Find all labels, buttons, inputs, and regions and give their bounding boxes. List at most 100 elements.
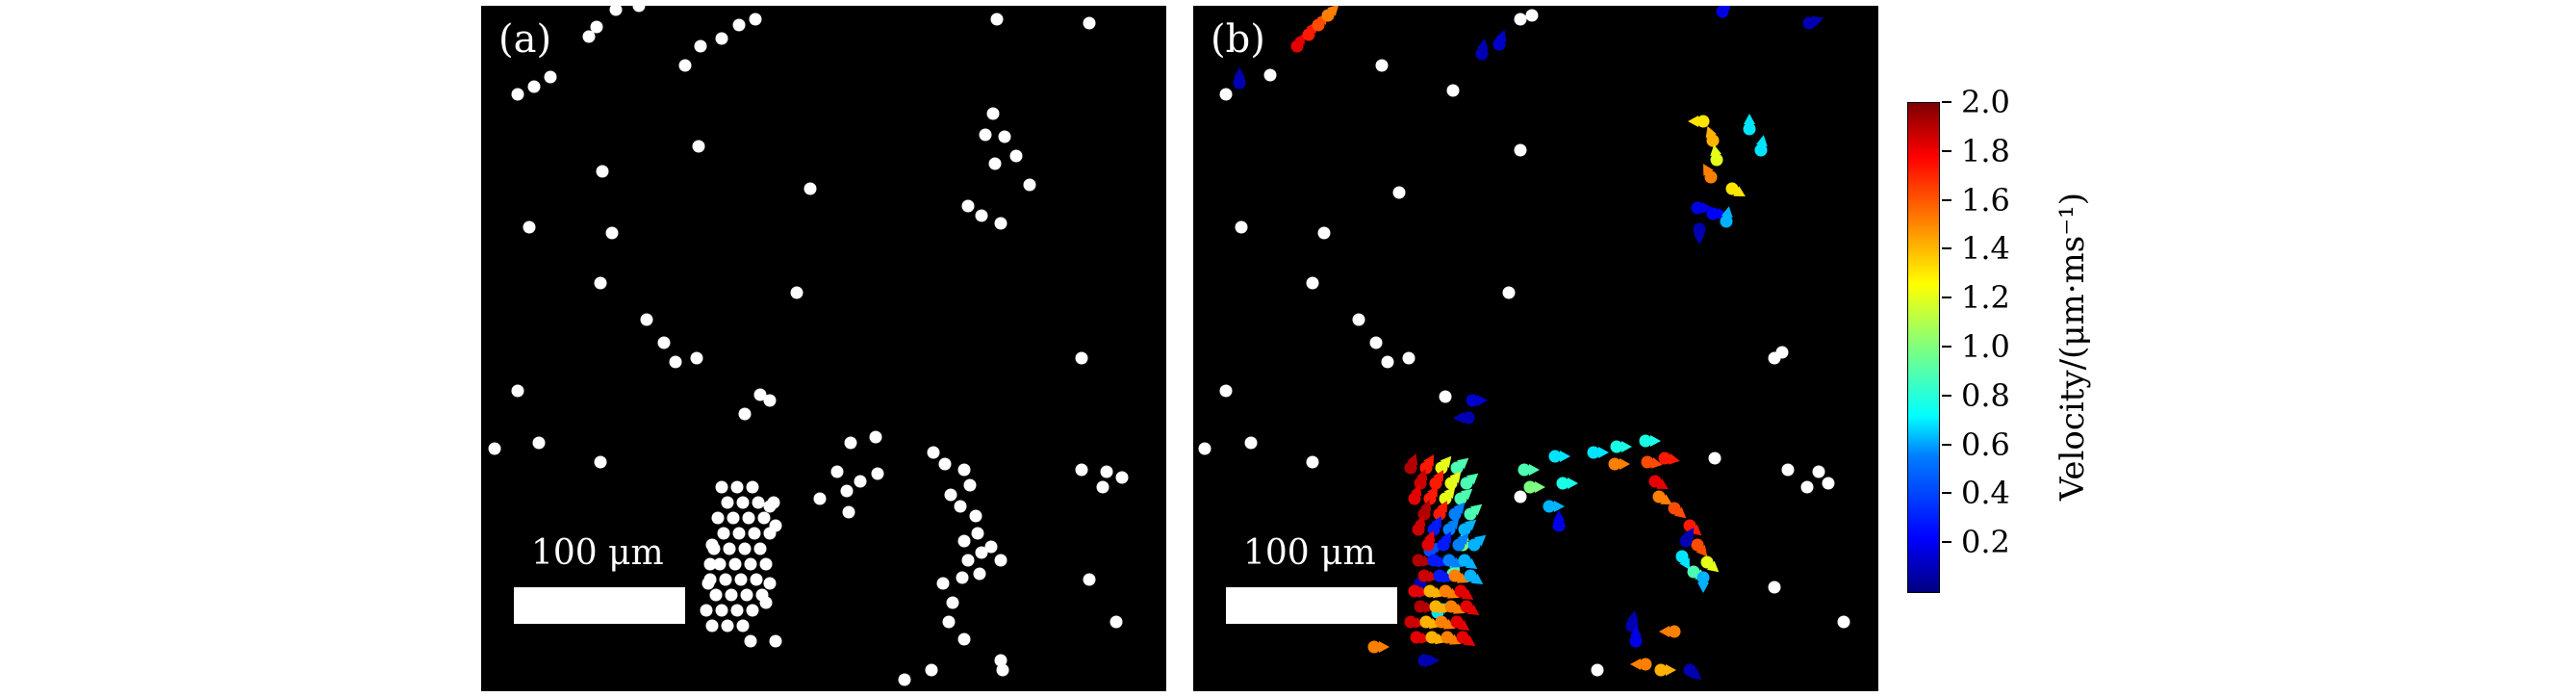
particle	[979, 128, 992, 142]
particle	[898, 673, 911, 686]
colorbar-tick-label: 0.4	[1961, 475, 2010, 512]
tracked-particle	[1556, 477, 1569, 490]
tracked-particle	[1417, 507, 1431, 521]
velocity-arrow	[1679, 557, 1690, 570]
particle	[1075, 463, 1088, 477]
particle	[523, 220, 536, 234]
velocity-arrow	[1423, 454, 1434, 467]
tracked-particle	[1414, 477, 1427, 490]
particle	[1263, 68, 1277, 82]
particle	[759, 557, 773, 571]
particle	[1402, 351, 1416, 365]
tracked-particle	[1464, 569, 1477, 582]
particle	[994, 554, 1007, 567]
particle	[1083, 573, 1096, 586]
panel-b-image: (b) 100 μm	[1193, 6, 1878, 691]
particle	[1369, 336, 1383, 349]
tracked-particle	[1423, 492, 1437, 505]
tracked-particle	[1437, 538, 1450, 552]
particle	[1514, 143, 1527, 157]
colorbar-tick-mark	[1942, 101, 1951, 103]
velocity-arrow	[1744, 114, 1755, 124]
particle	[723, 542, 736, 555]
tracked-particle	[1419, 461, 1433, 475]
particle	[963, 478, 977, 492]
particle	[738, 542, 752, 555]
tracked-particle	[1417, 569, 1431, 582]
velocity-arrow	[1466, 473, 1479, 485]
particle	[711, 511, 725, 525]
velocity-arrow	[1461, 588, 1474, 600]
particle	[954, 500, 967, 513]
particle	[769, 634, 782, 648]
tracked-particle	[1450, 461, 1464, 475]
tracked-particle	[1462, 411, 1475, 425]
particle	[946, 596, 959, 609]
particle	[703, 557, 717, 571]
colorbar-tick-mark	[1942, 198, 1951, 201]
colorbar-tick-mark	[1942, 394, 1951, 397]
particle	[840, 484, 854, 498]
colorbar-tick-mark	[1942, 297, 1951, 299]
particle	[842, 505, 855, 519]
particle	[746, 604, 759, 617]
velocity-arrow	[1673, 506, 1687, 519]
particle	[753, 388, 767, 401]
velocity-arrow	[1441, 531, 1451, 544]
velocity-arrow	[1706, 560, 1720, 573]
particle	[990, 13, 1004, 26]
panel-a-label: (a)	[498, 17, 552, 62]
tracked-particle	[1435, 615, 1448, 629]
tracked-particle	[1412, 554, 1425, 567]
tracked-particle	[1312, 18, 1325, 32]
particle	[715, 32, 728, 45]
particle	[957, 632, 971, 646]
particle	[730, 480, 744, 494]
particle	[994, 217, 1007, 230]
velocity-arrow	[1656, 478, 1669, 489]
tracked-particle	[1475, 47, 1489, 61]
scale-bar-a	[514, 587, 685, 624]
velocity-arrow	[1449, 471, 1462, 484]
velocity-arrow	[1456, 572, 1469, 583]
particle	[763, 500, 777, 513]
particle	[1775, 346, 1789, 359]
tracked-particle	[1433, 569, 1446, 582]
velocity-arrow	[1718, 208, 1728, 219]
tracked-particle	[1412, 523, 1425, 536]
particle	[1219, 88, 1233, 101]
velocity-arrow	[1659, 626, 1670, 637]
velocity-arrow	[1456, 457, 1469, 470]
particle	[736, 496, 750, 509]
particle	[715, 604, 728, 617]
velocity-arrow	[1660, 494, 1672, 504]
velocity-arrow	[1477, 395, 1488, 406]
particle	[973, 567, 986, 581]
particle	[746, 480, 759, 494]
colorbar-tick-mark	[1942, 492, 1951, 495]
tracked-particle	[1442, 523, 1456, 536]
tracked-particle	[1417, 654, 1431, 667]
tracked-particle	[1648, 475, 1662, 488]
particle	[1235, 220, 1248, 234]
tracked-particle	[1441, 631, 1454, 644]
particle	[738, 407, 752, 421]
colorbar-tick-mark	[1942, 346, 1951, 348]
particle	[790, 286, 803, 299]
tracked-particle	[1429, 600, 1442, 613]
velocity-arrow	[1453, 502, 1466, 515]
tracked-particle	[1427, 554, 1441, 567]
velocity-arrow	[1733, 186, 1746, 196]
particle	[998, 130, 1011, 143]
particle	[728, 557, 742, 571]
particle	[640, 313, 653, 326]
particle	[725, 588, 738, 602]
particle	[957, 463, 971, 477]
tracked-particle	[1429, 477, 1442, 490]
particle	[582, 30, 596, 43]
colorbar-tick-mark	[1942, 443, 1951, 446]
particle	[1075, 351, 1088, 365]
particle	[1244, 436, 1258, 450]
particle	[719, 573, 732, 586]
tracked-particle	[1442, 554, 1456, 567]
